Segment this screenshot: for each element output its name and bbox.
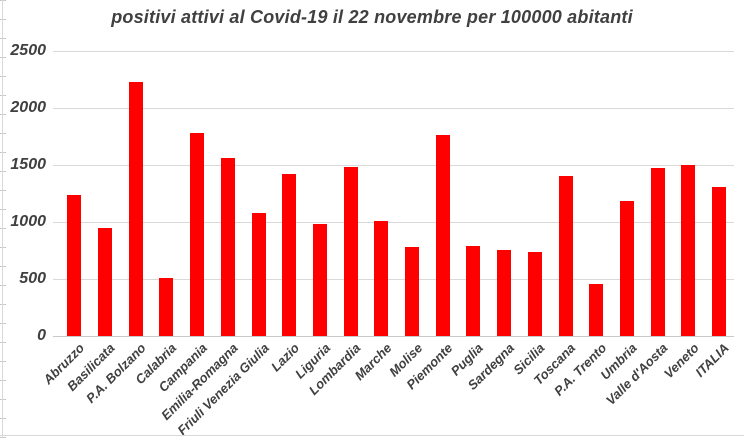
- bar-italia: [712, 187, 727, 336]
- gridline: [53, 279, 734, 280]
- bar-sicilia: [527, 252, 542, 336]
- y-tick-label: 500: [19, 270, 46, 287]
- bar-basilicata: [98, 228, 113, 336]
- gridline: [53, 51, 734, 52]
- bar-friuli-venezia-giulia: [251, 213, 266, 336]
- left-edge-axis-artifact: [0, 0, 6, 438]
- bar-lombardia: [343, 167, 358, 336]
- bar-piemonte: [435, 135, 450, 336]
- gridline: [53, 108, 734, 109]
- bar-abruzzo: [67, 195, 82, 336]
- bar-liguria: [312, 224, 327, 336]
- bar-toscana: [558, 176, 573, 336]
- chart-title: positivi attivi al Covid-19 il 22 novemb…: [111, 7, 633, 27]
- y-tick-label: 1000: [10, 213, 46, 230]
- bar-campania: [190, 133, 205, 336]
- x-axis-line: [53, 336, 734, 337]
- bar-sardegna: [497, 250, 512, 336]
- bar-calabria: [159, 278, 174, 336]
- bar-umbria: [619, 201, 634, 336]
- bottom-edge-line: [0, 435, 744, 436]
- bar-marche: [374, 221, 389, 336]
- y-tick-label: 0: [37, 327, 46, 344]
- gridline: [53, 222, 734, 223]
- y-tick-label: 2000: [10, 99, 46, 116]
- x-tick-label-italia: ITALIA: [692, 340, 732, 380]
- bar-emilia-romagna: [220, 158, 235, 336]
- bar-puglia: [466, 246, 481, 336]
- gridline: [53, 165, 734, 166]
- bar-molise: [405, 247, 420, 336]
- bar-p-a-bolzano: [128, 82, 143, 336]
- y-tick-label: 1500: [10, 156, 46, 173]
- bar-lazio: [282, 174, 297, 336]
- bar-veneto: [681, 165, 696, 336]
- bar-p-a-trento: [589, 284, 604, 336]
- bar-valle-d-aosta: [650, 168, 665, 336]
- y-tick-label: 2500: [10, 42, 46, 59]
